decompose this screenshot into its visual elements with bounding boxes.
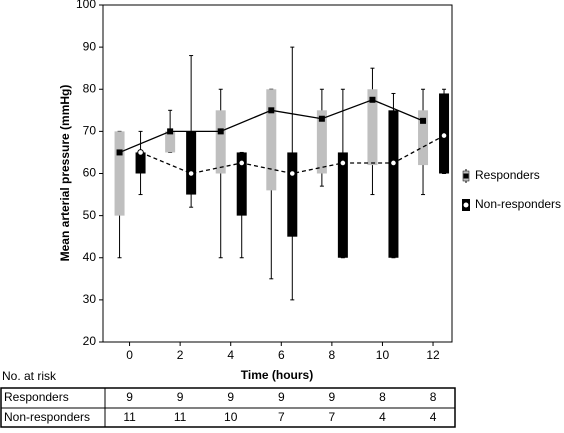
legend-label: Responders — [475, 168, 540, 182]
median-marker — [116, 149, 123, 156]
risk-cell: 10 — [224, 410, 238, 424]
box — [316, 110, 327, 174]
median-marker — [420, 117, 427, 124]
legend-icon — [463, 202, 469, 208]
y-tick-label: 40 — [83, 250, 97, 264]
x-axis-label: Time (hours) — [241, 368, 313, 382]
box — [367, 89, 378, 166]
x-tick-label: 8 — [329, 348, 336, 362]
box — [266, 89, 277, 191]
plot-frame — [102, 4, 453, 343]
risk-cell: 9 — [177, 390, 184, 404]
risk-cell: 9 — [278, 390, 285, 404]
median-marker — [137, 149, 144, 156]
risk-cell: 8 — [430, 390, 437, 404]
y-tick-label: 70 — [83, 124, 97, 138]
box — [287, 152, 298, 237]
median-marker — [440, 132, 448, 139]
box — [135, 152, 146, 174]
median-marker — [187, 170, 195, 177]
median-marker — [217, 128, 224, 135]
y-tick-label: 100 — [76, 0, 96, 11]
median-marker — [167, 128, 174, 135]
y-tick-label: 60 — [83, 166, 97, 180]
risk-cell: 7 — [329, 410, 336, 424]
box — [114, 131, 125, 216]
median-marker — [318, 115, 325, 122]
risk-table-title: No. at risk — [2, 369, 57, 383]
risk-cell: 9 — [126, 390, 133, 404]
box — [186, 131, 197, 195]
median-marker — [390, 159, 397, 167]
x-tick-label: 2 — [177, 348, 184, 362]
median-marker — [369, 96, 376, 103]
risk-cell: 4 — [379, 410, 386, 424]
x-tick-label: 6 — [278, 348, 285, 362]
x-tick-label: 12 — [426, 348, 440, 362]
box — [236, 152, 247, 216]
risk-cell: 9 — [329, 390, 336, 404]
median-marker — [238, 159, 246, 167]
y-tick-label: 90 — [83, 39, 97, 53]
risk-cell: 7 — [278, 410, 285, 424]
y-tick-label: 50 — [83, 208, 97, 222]
x-tick-label: 4 — [227, 348, 234, 362]
y-tick-label: 30 — [83, 292, 97, 306]
x-tick-label: 10 — [376, 348, 390, 362]
risk-cell: 11 — [123, 410, 136, 424]
risk-cell: 9 — [227, 390, 234, 404]
risk-row-label: Non-responders — [4, 410, 90, 424]
box — [337, 152, 348, 258]
box — [165, 131, 176, 153]
y-tick-label: 80 — [83, 81, 97, 95]
box — [388, 110, 399, 258]
box — [215, 110, 226, 174]
x-tick-label: 0 — [126, 348, 133, 362]
median-marker — [339, 159, 347, 167]
risk-cell: 4 — [430, 410, 437, 424]
y-tick-label: 20 — [83, 334, 97, 348]
median-marker — [288, 170, 296, 177]
risk-cell: 11 — [174, 410, 187, 424]
risk-cell: 8 — [379, 390, 386, 404]
y-axis-label: Mean arterial pressure (mmHg) — [58, 85, 72, 262]
legend-icon — [463, 173, 469, 179]
risk-row-label: Responders — [4, 390, 69, 404]
median-marker — [268, 107, 275, 114]
box — [418, 110, 429, 166]
legend-label: Non-responders — [475, 197, 561, 211]
